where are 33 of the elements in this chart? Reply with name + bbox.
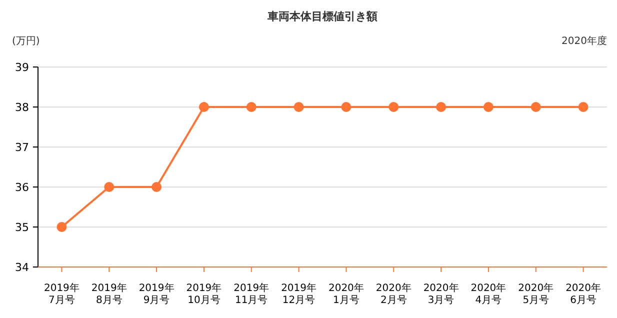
x-tick-label: 2020年 1月号 bbox=[328, 282, 364, 306]
point bbox=[483, 102, 494, 112]
x-tick-label: 2019年 7月号 bbox=[44, 282, 80, 306]
x-tick-label: 2020年 3月号 bbox=[423, 282, 459, 306]
point bbox=[104, 182, 114, 192]
y-tick-label: 37 bbox=[15, 141, 29, 154]
point bbox=[56, 222, 67, 232]
y-tick-label: 36 bbox=[15, 181, 29, 194]
point bbox=[246, 102, 256, 112]
y-tick-label: 34 bbox=[15, 261, 29, 274]
x-tick-label: 2019年 12月号 bbox=[281, 282, 317, 306]
point bbox=[152, 182, 162, 192]
point bbox=[341, 102, 352, 112]
point bbox=[294, 102, 304, 112]
point bbox=[388, 102, 399, 112]
x-tick-label: 2019年 8月号 bbox=[91, 282, 127, 306]
point bbox=[198, 102, 209, 112]
y-tick-label: 35 bbox=[15, 221, 29, 234]
x-tick-label: 2020年 2月号 bbox=[376, 282, 412, 306]
x-tick-label: 2019年 11月号 bbox=[234, 282, 270, 306]
x-tick-label: 2020年 5月号 bbox=[518, 282, 554, 306]
x-tick-label: 2020年 4月号 bbox=[470, 282, 506, 306]
text: 2020年度 bbox=[562, 35, 607, 47]
x-tick-label: 2020年 6月号 bbox=[566, 282, 602, 306]
x-tick-label: 2019年 9月号 bbox=[138, 282, 174, 306]
point bbox=[578, 102, 588, 112]
y-tick-label: 38 bbox=[15, 101, 29, 114]
y-axis-title: (万円) bbox=[12, 36, 40, 47]
y-tick-label: 39 bbox=[15, 61, 29, 74]
point bbox=[436, 102, 446, 112]
point bbox=[530, 102, 541, 112]
x-tick-label: 2019年 10月号 bbox=[186, 282, 222, 306]
chart-title: 車両本体目標値引き額 bbox=[266, 10, 378, 23]
